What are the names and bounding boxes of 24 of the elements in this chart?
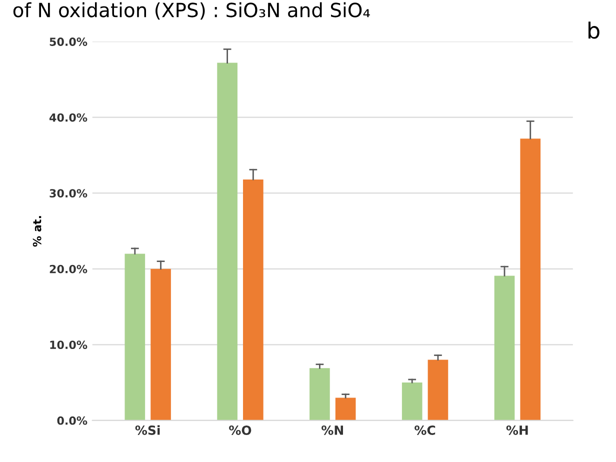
y-tick-label: 10.0% — [50, 340, 88, 350]
x-tick-label: %N — [322, 426, 343, 435]
x-tick-label: %H — [506, 426, 528, 435]
bar — [494, 276, 515, 420]
bar — [217, 62, 238, 420]
y-tick-label: 0.0% — [57, 416, 88, 425]
y-tick-label: 20.0% — [50, 264, 88, 274]
y-tick-label: 30.0% — [50, 189, 88, 198]
x-tick-label: %Si — [135, 425, 160, 435]
x-tick-label: %O — [229, 426, 252, 435]
bar — [243, 179, 264, 420]
y-tick-label: 50.0% — [50, 38, 88, 46]
bar — [335, 398, 356, 420]
bar — [428, 360, 448, 420]
bar — [124, 254, 146, 420]
bar — [310, 368, 330, 420]
bar — [520, 138, 541, 420]
bar — [150, 268, 171, 420]
y-tick-label: 40.0% — [49, 113, 88, 122]
text: b — [588, 22, 600, 39]
x-tick-label: %C — [414, 426, 436, 435]
chart-title: of N oxidation (XPS) : SiO₃N and SiO₄ — [13, 2, 370, 20]
y-axis-title: % at. — [32, 216, 42, 247]
bar — [402, 382, 422, 420]
